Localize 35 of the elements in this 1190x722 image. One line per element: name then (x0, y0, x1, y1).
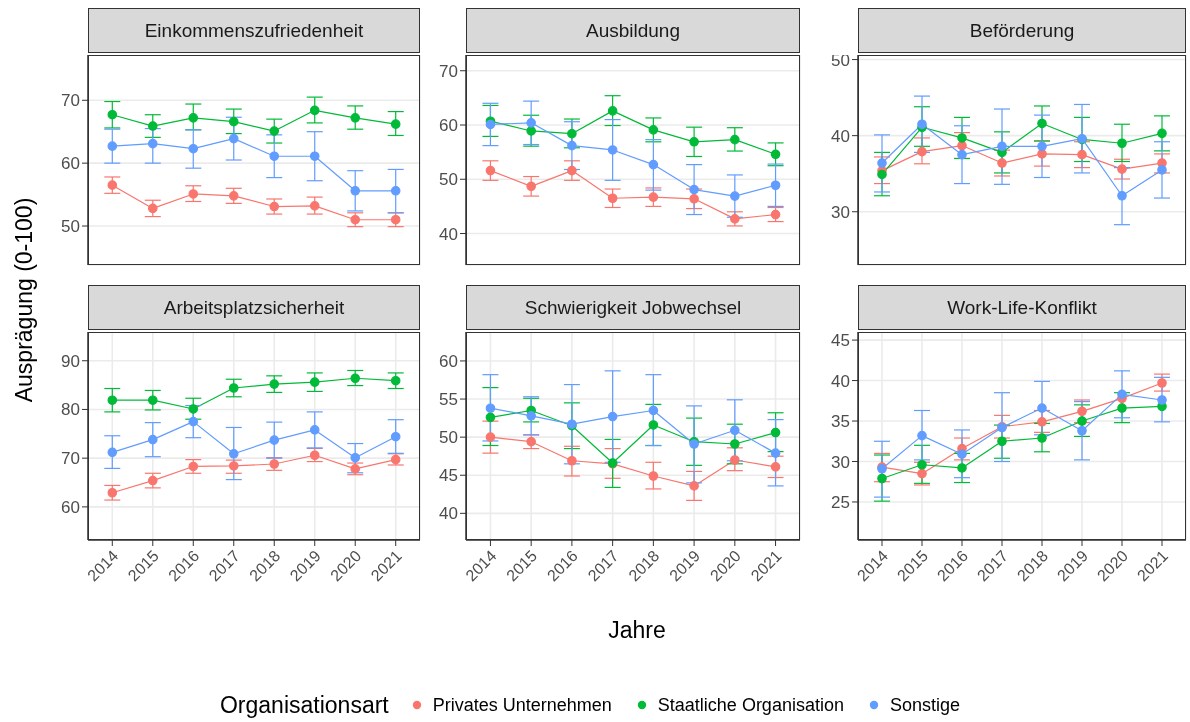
legend-label: Sonstige (888, 694, 960, 716)
chart-title: Schwierigkeit Jobwechsel (466, 285, 800, 330)
legend-label: Privates Unternehmen (431, 694, 612, 716)
y-tick-label: 30 (831, 452, 850, 472)
y-tick-label: 50 (439, 170, 458, 190)
y-tick-label: 50 (439, 428, 458, 448)
x-axis-title: Jahre (608, 616, 666, 644)
y-tick-label: 70 (439, 61, 458, 81)
y-tick-label: 60 (439, 116, 458, 136)
chart-title: Beförderung (858, 8, 1186, 53)
y-tick-label: 80 (61, 400, 80, 420)
y-tick-label: 35 (831, 412, 850, 432)
y-tick-label: 40 (831, 126, 850, 146)
legend-title: Organisationsart (219, 691, 389, 719)
y-tick-label: 40 (439, 504, 458, 524)
chart-title: Ausbildung (466, 8, 800, 53)
chart-title: Arbeitsplatzsicherheit (88, 285, 420, 330)
y-tick-label: 55 (439, 390, 458, 410)
y-tick-label: 60 (439, 351, 458, 371)
y-tick-label: 25 (831, 493, 850, 512)
y-tick-label: 70 (61, 449, 80, 469)
y-axis-title: Ausprägung (0-100) (10, 197, 38, 403)
y-tick-label: 40 (439, 224, 458, 244)
y-tick-label: 70 (61, 91, 80, 111)
y-tick-label: 45 (439, 466, 458, 486)
chart-title: Einkommenszufriedenheit (88, 8, 420, 53)
legend-label: Staatliche Organisation (656, 694, 844, 716)
y-tick-label: 50 (61, 217, 80, 237)
y-tick-label: 60 (61, 154, 80, 174)
y-tick-label: 30 (831, 202, 850, 222)
y-tick-label: 45 (831, 331, 850, 351)
y-tick-label: 60 (61, 497, 80, 517)
y-tick-label: 40 (831, 371, 850, 391)
chart-title: Work-Life-Konflikt (858, 285, 1186, 330)
y-tick-label: 90 (61, 351, 80, 371)
